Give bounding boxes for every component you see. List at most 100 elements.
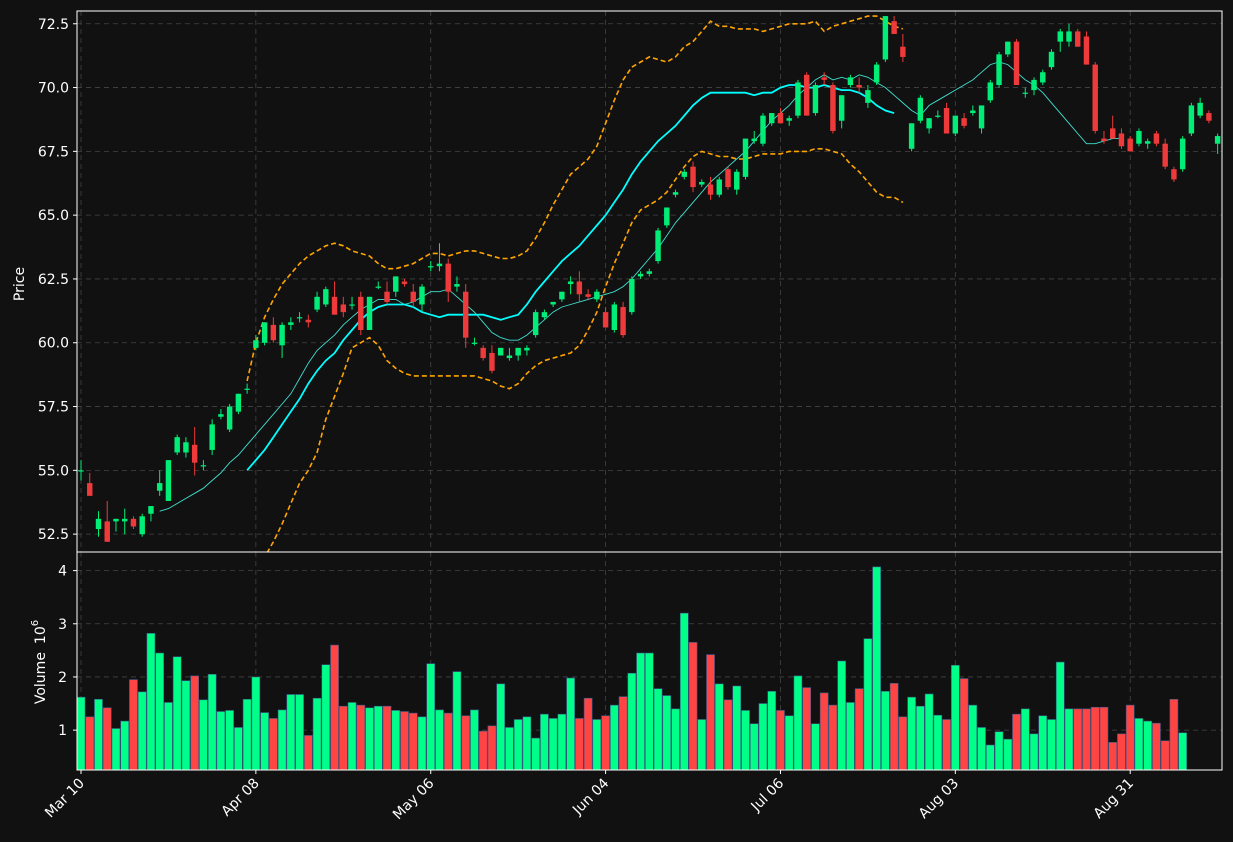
candle-body [769,113,775,124]
volume-bar [881,691,890,771]
candle-body [270,324,277,341]
candle-body [218,414,224,417]
candle-body [436,263,443,267]
volume-bar [76,696,86,771]
candle-body [550,301,556,305]
volume-axis-label-text: Volume [33,652,49,704]
candle-body [795,82,801,116]
candle-body [838,95,845,121]
volume-bar [723,699,733,771]
volume-bar [1108,742,1118,771]
price-tick-label: 67.5 [38,144,69,160]
candle-body [244,388,250,390]
candle-body [314,296,320,310]
volume-bar [155,652,165,771]
candle-body [873,64,880,83]
volume-bar [679,612,689,771]
candle-body [1048,51,1055,68]
candle-body [1031,79,1037,91]
price-tick-label: 60.0 [38,336,69,352]
volume-bar [671,708,680,771]
candle-body [1171,169,1177,180]
candle-body [1118,133,1125,147]
candle-body [725,169,731,188]
candle-body [410,291,416,302]
volume-bar [557,713,567,771]
band-lower-line [266,148,904,552]
volume-bar [391,710,401,771]
candle-body [935,115,941,117]
volume-bar [872,566,881,771]
candle-body [226,406,233,430]
volume-bar [216,711,226,771]
candle-body [970,110,976,114]
candle-body [288,322,294,325]
volume-bar [837,660,846,771]
candle-body [865,90,871,103]
volume-bar [1055,661,1065,771]
candle-body [200,465,207,467]
volume-bar [295,694,304,771]
candle-body [987,82,994,101]
volume-bar [662,695,672,771]
volume-bar [321,664,331,771]
candle-body [1013,41,1020,86]
volume-bar [889,683,899,771]
price-tick-label: 72.5 [38,17,69,33]
candle-body [87,483,93,496]
candle-body [1092,64,1098,131]
volume-bar [443,712,453,771]
volume-bar [330,644,339,771]
candle-body [358,296,364,330]
candle-body [917,97,924,121]
candle-body [209,424,215,450]
candle-body [113,518,119,522]
volume-bar [1117,733,1126,771]
volume-bar [863,638,873,771]
candle-body [419,286,425,305]
volume-tick-label: 4 [58,564,67,580]
candle-body [305,319,312,323]
volume-bar [741,710,750,771]
candle-body [1127,138,1133,152]
volume-bar [408,712,418,771]
candle-body [672,192,679,195]
candle-body [830,85,836,131]
volume-bar [1003,738,1013,771]
volume-bar [1082,708,1091,771]
volume-bar [356,704,366,771]
volume-bar [347,702,357,771]
candle-body [1179,138,1186,170]
volume-bar [977,727,986,771]
candle-body [393,276,399,292]
volume-bar [146,633,156,771]
candle-body [559,291,565,300]
volume-bar [1178,732,1187,771]
volume-bar [487,725,497,771]
candle-body [139,516,145,535]
volume-bar [706,654,715,771]
candle-body [611,304,618,330]
candle-body [1206,113,1212,121]
volume-tick-label: 3 [58,617,67,633]
volume-bar [767,691,777,771]
volume-bar [924,693,934,771]
volume-bar [540,713,549,771]
volume-bar [478,730,488,771]
price-tick-label: 52.5 [38,527,69,543]
candle-body [174,437,180,453]
volume-bar [505,727,514,771]
candle-body [122,518,128,522]
candle-body [95,518,102,530]
candle-body [1214,136,1221,144]
candle-body [926,118,932,129]
volume-tick-label: 1 [58,723,67,739]
candle-body [480,347,486,359]
candle-body [253,340,259,348]
candle-body [760,115,766,144]
volume-bar [688,642,698,771]
price-gridlines [77,11,1222,552]
candle-body [585,294,591,297]
candle-body [1197,102,1203,116]
volume-bar [286,694,296,771]
